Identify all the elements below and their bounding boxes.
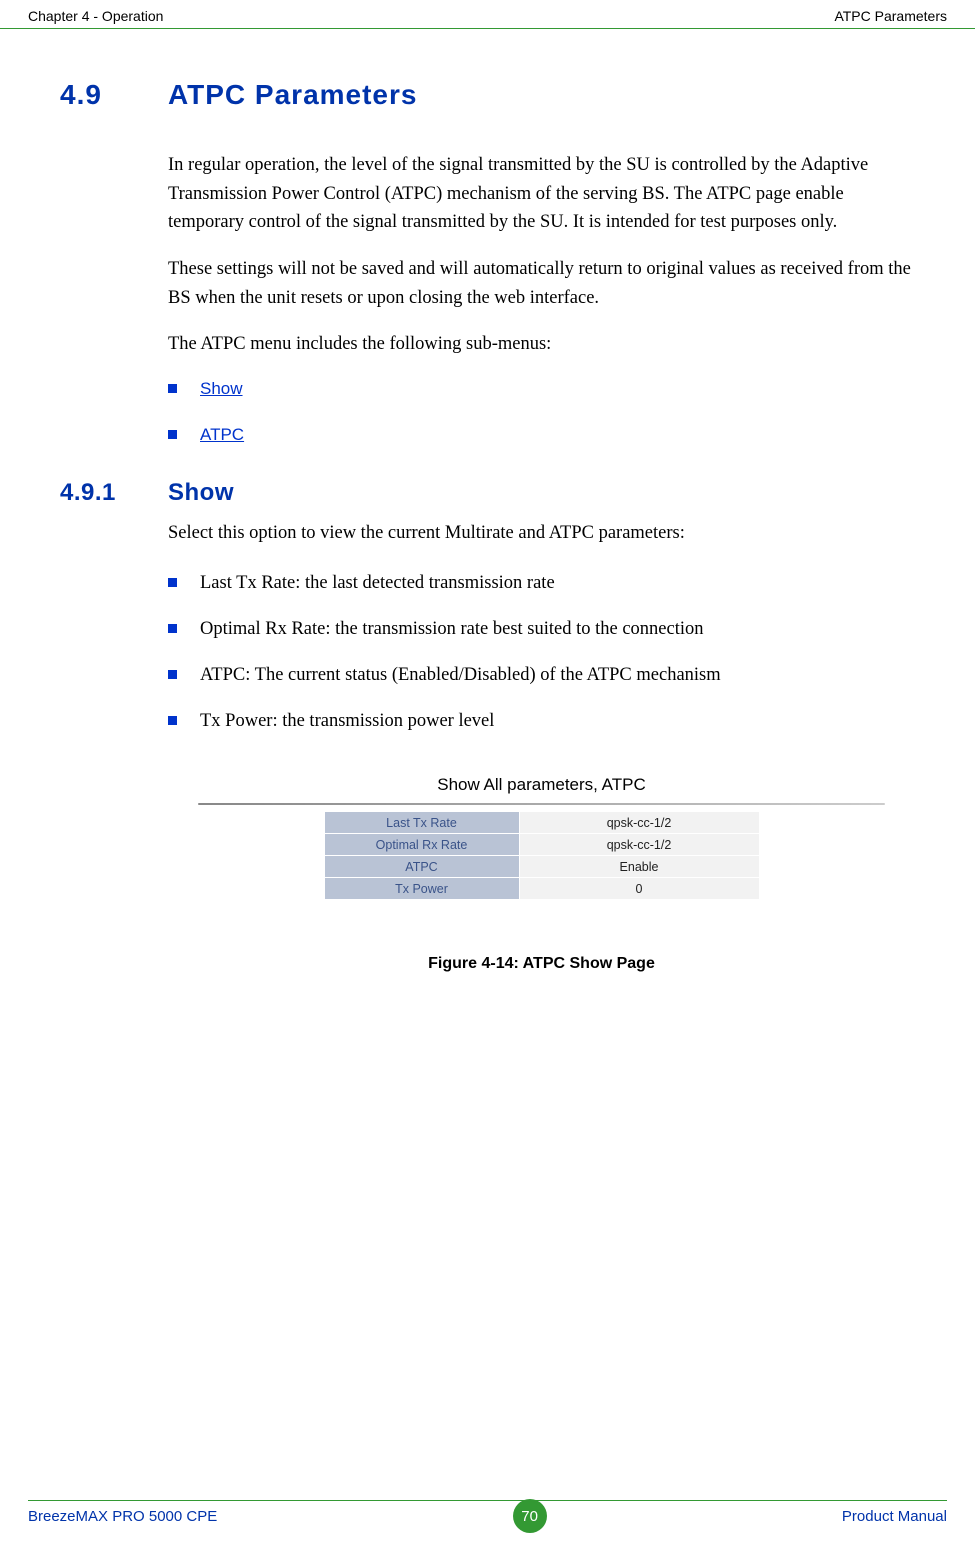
page-footer: BreezeMAX PRO 5000 CPE 70 Product Manual xyxy=(0,1499,975,1533)
param-bullet-list: Last Tx Rate: the last detected transmis… xyxy=(168,571,915,735)
link-show[interactable]: Show xyxy=(200,379,243,398)
cell-label-atpc: ATPC xyxy=(324,856,519,878)
cell-value-atpc: Enable xyxy=(519,856,759,878)
bullet-optimal-rx-rate: Optimal Rx Rate: the transmission rate b… xyxy=(168,617,915,643)
link-bullet-list: Show ATPC xyxy=(168,377,915,449)
section-title: ATPC Parameters xyxy=(168,79,417,111)
cell-value-optimal-rx-rate: qpsk-cc-1/2 xyxy=(519,834,759,856)
subsection-number: 4.9.1 xyxy=(60,479,168,507)
subsection-title: Show xyxy=(168,479,234,507)
header-right: ATPC Parameters xyxy=(834,8,947,24)
bullet-atpc-status: ATPC: The current status (Enabled/Disabl… xyxy=(168,663,915,689)
subsection-intro: Select this option to view the current M… xyxy=(168,519,915,548)
table-row: Tx Power 0 xyxy=(324,878,759,900)
section-number: 4.9 xyxy=(60,79,168,111)
section-paragraph-3: The ATPC menu includes the following sub… xyxy=(168,330,915,359)
cell-value-tx-power: 0 xyxy=(519,878,759,900)
section-heading: 4.9 ATPC Parameters xyxy=(60,79,915,111)
bullet-last-tx-rate: Last Tx Rate: the last detected transmis… xyxy=(168,571,915,597)
footer-right: Product Manual xyxy=(842,1508,947,1525)
page-header: Chapter 4 - Operation ATPC Parameters xyxy=(0,0,975,29)
footer-left: BreezeMAX PRO 5000 CPE xyxy=(28,1508,217,1525)
page-number: 70 xyxy=(521,1508,538,1525)
table-row: ATPC Enable xyxy=(324,856,759,878)
cell-label-tx-power: Tx Power xyxy=(324,878,519,900)
header-left: Chapter 4 - Operation xyxy=(28,8,163,24)
link-atpc[interactable]: ATPC xyxy=(200,425,244,444)
figure-divider xyxy=(198,803,885,805)
figure-area: Show All parameters, ATPC Last Tx Rate q… xyxy=(168,775,915,973)
bullet-tx-power: Tx Power: the transmission power level xyxy=(168,709,915,735)
atpc-params-table: Last Tx Rate qpsk-cc-1/2 Optimal Rx Rate… xyxy=(324,811,760,900)
cell-value-last-tx-rate: qpsk-cc-1/2 xyxy=(519,812,759,834)
link-bullet-atpc: ATPC xyxy=(168,423,915,449)
section-paragraph-1: In regular operation, the level of the s… xyxy=(168,151,915,237)
page-content: 4.9 ATPC Parameters In regular operation… xyxy=(0,29,975,973)
link-bullet-show: Show xyxy=(168,377,915,403)
page-number-badge: 70 xyxy=(513,1499,547,1533)
figure-screenshot-title: Show All parameters, ATPC xyxy=(208,775,875,795)
cell-label-last-tx-rate: Last Tx Rate xyxy=(324,812,519,834)
table-row: Last Tx Rate qpsk-cc-1/2 xyxy=(324,812,759,834)
figure-caption: Figure 4-14: ATPC Show Page xyxy=(168,955,915,973)
subsection-heading: 4.9.1 Show xyxy=(60,479,915,507)
section-paragraph-2: These settings will not be saved and wil… xyxy=(168,255,915,312)
cell-label-optimal-rx-rate: Optimal Rx Rate xyxy=(324,834,519,856)
table-row: Optimal Rx Rate qpsk-cc-1/2 xyxy=(324,834,759,856)
